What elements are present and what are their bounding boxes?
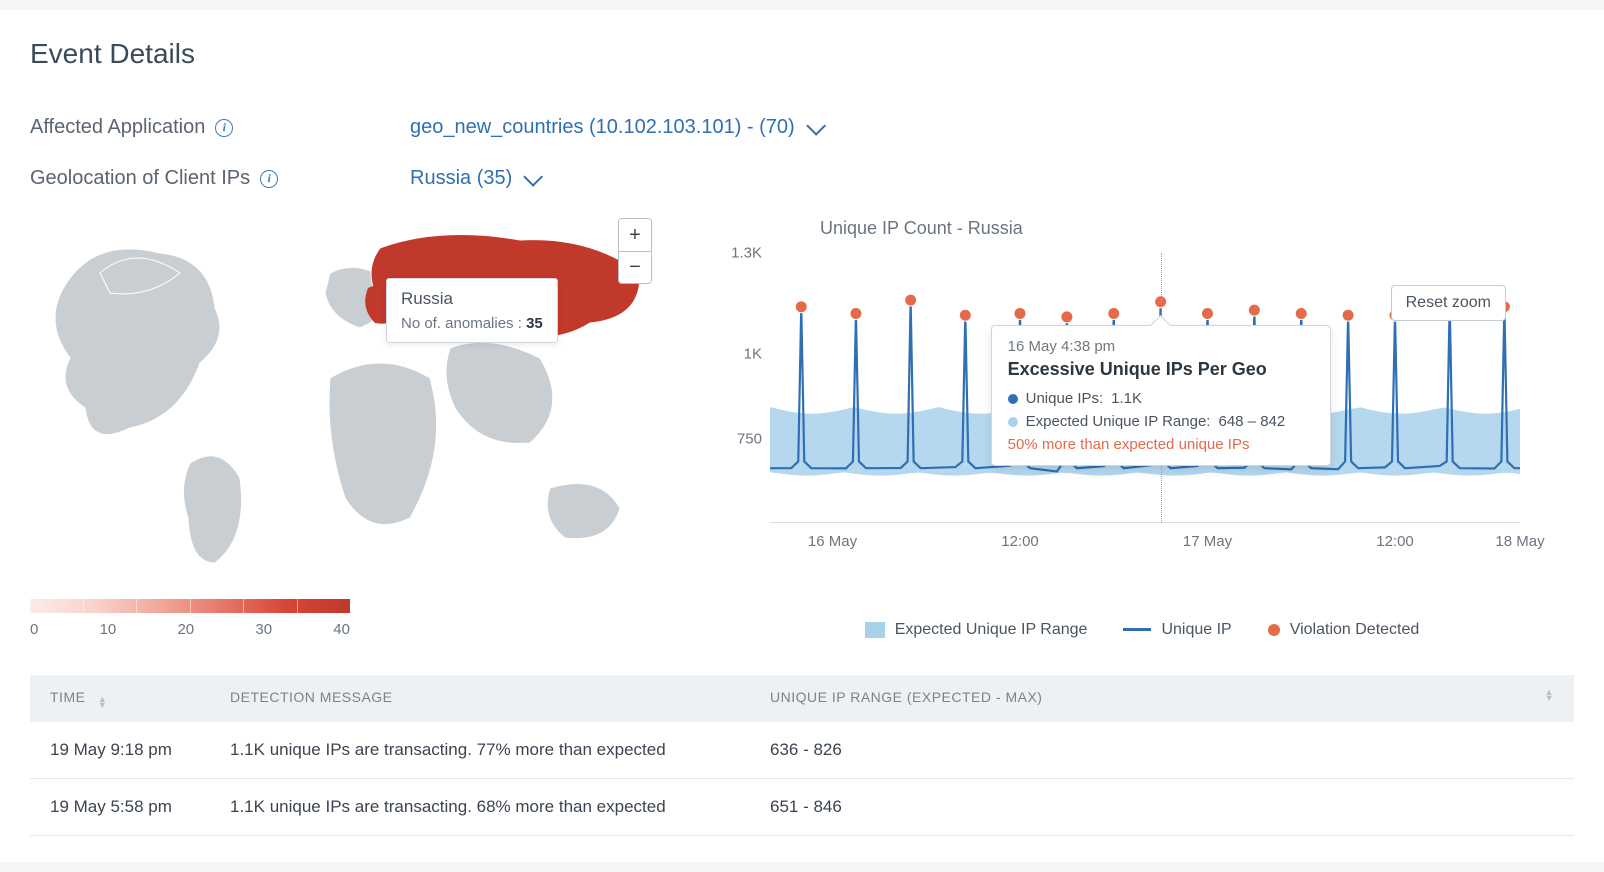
- tooltip-warning: 50% more than expected unique IPs: [1008, 436, 1314, 453]
- geolocation-dropdown[interactable]: Russia (35): [410, 167, 538, 190]
- chart-panel: Unique IP Count - Russia 7501K1.3K 16 Ma…: [710, 218, 1574, 639]
- map-tooltip: Russia No of. anomalies : 35: [386, 278, 558, 343]
- events-table: TIME ▲▼ DETECTION MESSAGE UNIQUE IP RANG…: [30, 675, 1574, 836]
- info-icon[interactable]: i: [215, 119, 233, 137]
- map-zoom-control: + −: [618, 218, 652, 284]
- affected-application-label: Affected Application: [30, 116, 205, 139]
- cell-time: 19 May 5:58 pm: [50, 797, 230, 817]
- tooltip-title: Excessive Unique IPs Per Geo: [1008, 359, 1314, 380]
- th-time[interactable]: TIME ▲▼: [50, 689, 230, 708]
- geolocation-row: Geolocation of Client IPs i Russia (35): [30, 167, 1574, 190]
- dot-icon: [1008, 417, 1018, 427]
- tooltip-metric-value: 35: [526, 315, 543, 332]
- chart-legend: Expected Unique IP Range Unique IP Viola…: [710, 621, 1574, 639]
- sort-icon: ▲▼: [98, 696, 107, 708]
- affected-application-value: geo_new_countries (10.102.103.101) - (70…: [410, 116, 795, 139]
- info-icon[interactable]: i: [260, 170, 278, 188]
- cell-msg: 1.1K unique IPs are transacting. 77% mor…: [230, 740, 770, 760]
- geolocation-value: Russia (35): [410, 167, 512, 190]
- chevron-down-icon: [523, 166, 543, 186]
- zoom-in-button[interactable]: +: [619, 219, 651, 251]
- dot-icon: [1008, 394, 1018, 404]
- tooltip-range-value: 648 – 842: [1218, 413, 1285, 430]
- page-title: Event Details: [30, 38, 1574, 70]
- world-map-panel: + − Russia No of. anomalies : 35 0102030…: [30, 218, 670, 639]
- cell-time: 19 May 9:18 pm: [50, 740, 230, 760]
- tooltip-metric-label: No of. anomalies :: [401, 315, 522, 332]
- zoom-out-button[interactable]: −: [619, 251, 651, 283]
- table-row[interactable]: 19 May 5:58 pm 1.1K unique IPs are trans…: [30, 779, 1574, 836]
- affected-application-dropdown[interactable]: geo_new_countries (10.102.103.101) - (70…: [410, 116, 821, 139]
- world-map[interactable]: [30, 218, 650, 578]
- affected-application-row: Affected Application i geo_new_countries…: [30, 116, 1574, 139]
- tooltip-unique-value: 1.1K: [1111, 390, 1142, 407]
- chart-title: Unique IP Count - Russia: [820, 218, 1574, 239]
- tooltip-time: 16 May 4:38 pm: [1008, 338, 1314, 355]
- th-msg[interactable]: DETECTION MESSAGE: [230, 689, 770, 708]
- geolocation-label: Geolocation of Client IPs: [30, 167, 250, 190]
- reset-zoom-button[interactable]: Reset zoom: [1391, 285, 1506, 321]
- tooltip-range-label: Expected Unique IP Range:: [1026, 413, 1211, 430]
- cell-range: 651 - 846: [770, 797, 1554, 817]
- sort-icon: ▲▼: [1545, 689, 1554, 701]
- table-header: TIME ▲▼ DETECTION MESSAGE UNIQUE IP RANG…: [30, 675, 1574, 722]
- cell-msg: 1.1K unique IPs are transacting. 68% mor…: [230, 797, 770, 817]
- chart-tooltip: 16 May 4:38 pm Excessive Unique IPs Per …: [991, 325, 1331, 466]
- legend-area: Expected Unique IP Range: [895, 621, 1088, 638]
- map-legend: 010203040: [30, 599, 670, 638]
- chevron-down-icon: [806, 115, 826, 135]
- th-range[interactable]: UNIQUE IP RANGE (EXPECTED - MAX) ▲▼: [770, 689, 1554, 708]
- legend-dot: Violation Detected: [1290, 621, 1420, 638]
- table-row[interactable]: 19 May 9:18 pm 1.1K unique IPs are trans…: [30, 722, 1574, 779]
- tooltip-country: Russia: [401, 289, 543, 309]
- cell-range: 636 - 826: [770, 740, 1554, 760]
- legend-line: Unique IP: [1161, 621, 1231, 638]
- tooltip-unique-label: Unique IPs:: [1026, 390, 1104, 407]
